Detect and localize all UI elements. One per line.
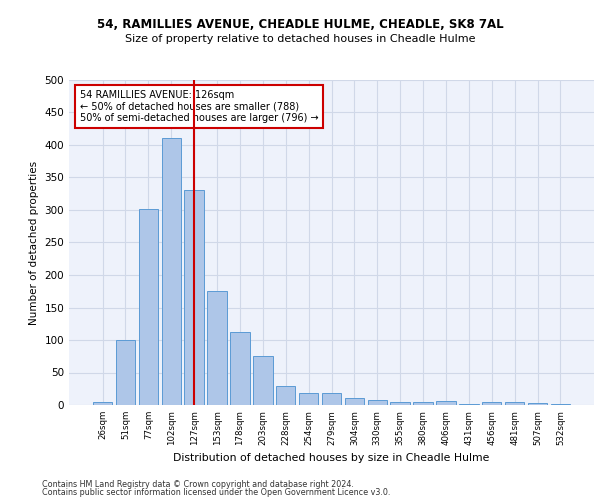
Bar (482, 402, 502, 405)
Bar (116, 340, 135, 405)
Bar (139, 208, 158, 405)
Bar (299, 394, 319, 405)
Bar (528, 403, 547, 405)
Y-axis label: Number of detached properties: Number of detached properties (29, 160, 39, 324)
Bar (208, 290, 227, 405)
Text: 54 RAMILLIES AVENUE: 126sqm
← 50% of detached houses are smaller (788)
50% of se: 54 RAMILLIES AVENUE: 126sqm ← 50% of det… (79, 90, 318, 123)
Text: Size of property relative to detached houses in Cheadle Hulme: Size of property relative to detached ho… (125, 34, 475, 44)
Bar (436, 401, 455, 405)
Bar (276, 386, 295, 405)
Text: 54, RAMILLIES AVENUE, CHEADLE HULME, CHEADLE, SK8 7AL: 54, RAMILLIES AVENUE, CHEADLE HULME, CHE… (97, 18, 503, 30)
Bar (551, 404, 570, 405)
Bar (184, 190, 204, 405)
Bar (344, 398, 364, 405)
Bar (459, 404, 479, 405)
X-axis label: Distribution of detached houses by size in Cheadle Hulme: Distribution of detached houses by size … (173, 453, 490, 463)
Bar (505, 402, 524, 405)
Text: Contains public sector information licensed under the Open Government Licence v3: Contains public sector information licen… (42, 488, 391, 497)
Bar (161, 138, 181, 405)
Bar (413, 402, 433, 405)
Bar (368, 400, 387, 405)
Bar (230, 332, 250, 405)
Bar (391, 402, 410, 405)
Text: Contains HM Land Registry data © Crown copyright and database right 2024.: Contains HM Land Registry data © Crown c… (42, 480, 354, 489)
Bar (93, 402, 112, 405)
Bar (322, 392, 341, 405)
Bar (253, 356, 272, 405)
